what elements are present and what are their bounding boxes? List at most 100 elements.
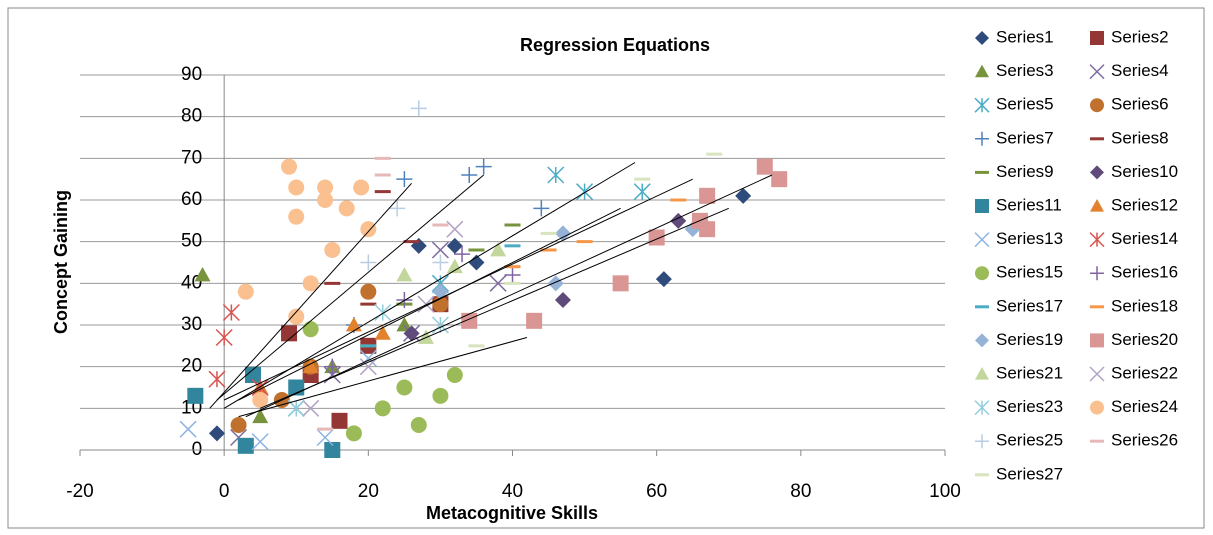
marker <box>670 212 687 229</box>
y-tick-label: 70 <box>181 147 202 168</box>
marker <box>403 325 420 342</box>
marker <box>230 417 247 433</box>
marker <box>504 267 521 283</box>
y-tick-label: 80 <box>181 106 202 127</box>
marker <box>252 392 269 408</box>
x-tick-label: -20 <box>66 481 93 502</box>
x-tick-label: 40 <box>502 481 523 502</box>
marker <box>338 200 355 217</box>
legend-label: Series17 <box>996 296 1063 315</box>
marker <box>316 428 334 447</box>
legend-label: Series3 <box>996 61 1054 80</box>
legend-label: Series15 <box>996 263 1063 282</box>
y-tick-label: 20 <box>181 356 202 377</box>
legend-label: Series22 <box>1111 363 1178 382</box>
marker <box>389 200 406 217</box>
marker <box>526 312 543 329</box>
marker <box>288 179 305 196</box>
legend-marker <box>1089 64 1105 80</box>
marker <box>547 166 565 184</box>
marker <box>194 267 211 282</box>
marker <box>396 379 413 396</box>
marker <box>446 220 464 238</box>
marker <box>324 442 341 458</box>
marker <box>461 167 478 183</box>
legend-label: Series21 <box>996 363 1063 382</box>
legend-label: Series9 <box>996 162 1054 181</box>
marker <box>454 246 471 263</box>
marker <box>374 325 391 340</box>
legend-marker <box>1090 266 1104 281</box>
marker <box>490 242 507 257</box>
marker <box>374 303 392 322</box>
marker <box>288 208 305 225</box>
marker <box>633 183 651 201</box>
legend-marker <box>1090 98 1104 113</box>
marker <box>410 100 427 117</box>
legend-marker <box>975 131 989 146</box>
marker <box>475 158 492 175</box>
marker <box>410 417 427 433</box>
legend-label: Series23 <box>996 397 1063 416</box>
marker <box>287 399 305 417</box>
marker <box>374 400 391 417</box>
legend-label: Series8 <box>1111 128 1169 147</box>
series <box>237 158 377 408</box>
series <box>179 349 377 451</box>
marker <box>735 187 752 204</box>
chart-frame <box>7 7 1205 529</box>
legend-label: Series18 <box>1111 296 1178 315</box>
legend-label: Series7 <box>996 128 1054 147</box>
legend-marker <box>1090 400 1104 415</box>
marker <box>281 158 298 175</box>
x-tick-label: 80 <box>790 481 811 502</box>
legend-marker <box>1089 366 1105 382</box>
legend-marker <box>1090 199 1104 212</box>
marker <box>360 283 377 300</box>
marker <box>302 399 320 417</box>
marker <box>396 267 413 282</box>
series <box>302 220 464 417</box>
y-tick-label: 90 <box>181 64 202 85</box>
marker <box>324 358 341 375</box>
marker <box>418 329 434 344</box>
marker <box>648 229 665 246</box>
legend-label: Series4 <box>1111 61 1169 80</box>
legend-label: Series5 <box>996 95 1054 114</box>
trendline <box>245 174 773 418</box>
chart-title: Regression Equations <box>520 35 710 55</box>
marker <box>554 292 571 308</box>
marker <box>431 316 449 334</box>
legend-marker <box>1090 333 1104 348</box>
legend-marker <box>1090 31 1104 45</box>
marker <box>208 370 226 388</box>
legend-label: Series25 <box>996 431 1063 450</box>
legend-label: Series27 <box>996 464 1063 483</box>
marker <box>461 312 478 329</box>
legend-marker <box>975 64 989 78</box>
marker <box>208 425 225 442</box>
marker <box>554 225 571 242</box>
legend-label: Series1 <box>996 27 1054 46</box>
marker <box>222 303 240 322</box>
marker <box>360 221 377 238</box>
legend-label: Series10 <box>1111 162 1178 181</box>
marker <box>699 187 716 204</box>
trendline <box>238 207 621 401</box>
marker <box>245 367 261 383</box>
marker <box>281 325 298 342</box>
marker <box>576 183 594 201</box>
marker <box>331 412 348 429</box>
legend-label: Series11 <box>996 195 1062 214</box>
series <box>302 321 463 442</box>
trendline <box>216 174 484 401</box>
marker <box>547 275 564 292</box>
trendline <box>260 207 729 409</box>
marker <box>655 271 672 288</box>
trendline <box>238 337 528 418</box>
series <box>360 100 449 271</box>
marker <box>360 254 377 271</box>
marker <box>317 179 334 196</box>
trendline <box>209 182 412 409</box>
marker <box>533 200 550 217</box>
